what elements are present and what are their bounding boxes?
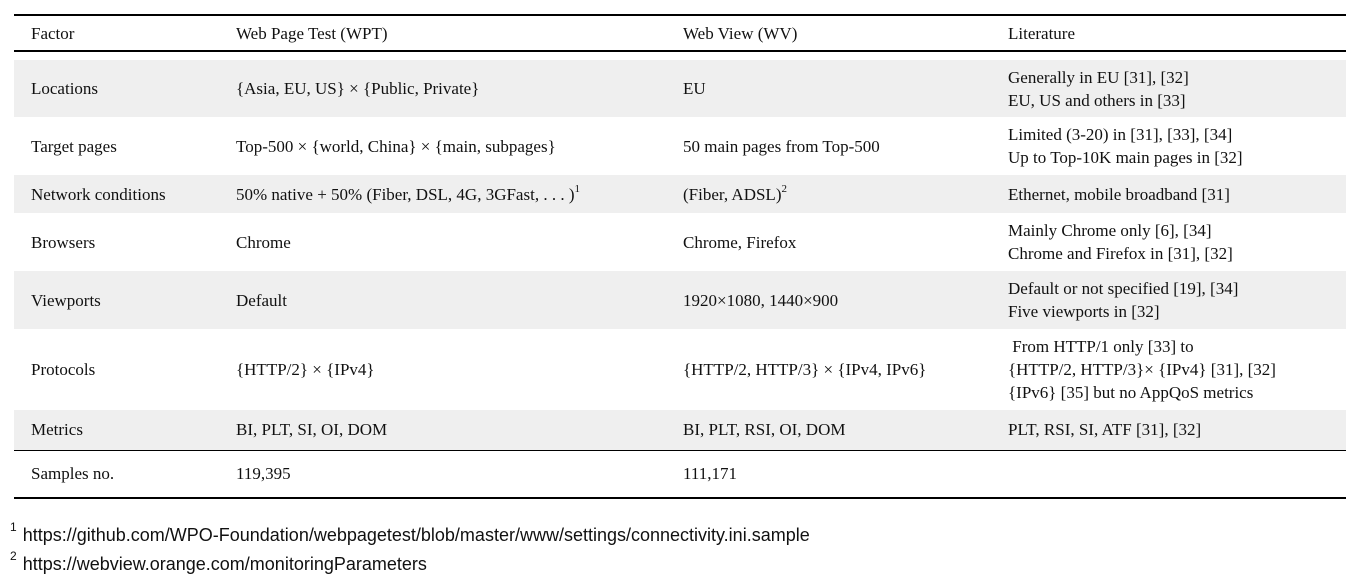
footnote: 1 https://github.com/WPO-Foundation/webpa… (10, 518, 810, 547)
cell-literature: From HTTP/1 only [33] to {HTTP/2, HTTP/3… (991, 329, 1346, 410)
table-row-network-conditions: Network conditions 50% native + 50% (Fib… (14, 175, 1346, 213)
comparison-table: Factor Web Page Test (WPT) Web View (WV)… (14, 14, 1346, 499)
cell-literature: Generally in EU [31], [32] EU, US and ot… (991, 60, 1346, 117)
table-row-protocols: Protocols {HTTP/2} × {IPv4} {HTTP/2, HTT… (14, 329, 1346, 410)
table-row-viewports: Viewports Default 1920×1080, 1440×900 De… (14, 271, 1346, 329)
cell-literature: Mainly Chrome only [6], [34] Chrome and … (991, 213, 1346, 271)
literature-line: Default or not specified [19], [34] (1008, 279, 1239, 298)
cell-wv: {HTTP/2, HTTP/3} × {IPv4, IPv6} (683, 360, 927, 379)
literature-line: {HTTP/2, HTTP/3}× {IPv4} [31], [32] (1008, 360, 1276, 379)
cell-literature: Default or not specified [19], [34] Five… (991, 271, 1346, 329)
cell-wv: 111,171 (666, 449, 991, 499)
literature-line: Up to Top-10K main pages in [32] (1008, 148, 1243, 167)
cell-wv: EU (666, 60, 991, 117)
header-wv: Web View (WV) (666, 14, 991, 52)
cell-wv-text: (Fiber, ADSL) (683, 184, 782, 204)
table-row-target-pages: Target pages Top-500 × {world, China} × … (14, 117, 1346, 175)
cell-wpt-text: 50% native + 50% (Fiber, DSL, 4G, 3GFast… (236, 184, 575, 204)
literature-line: Generally in EU [31], [32] (1008, 67, 1189, 87)
literature-line: From HTTP/1 only [33] to (1008, 337, 1194, 356)
literature-line: Ethernet, mobile broadband [31] (1008, 184, 1230, 204)
cell-wv: 1920×1080, 1440×900 (666, 271, 991, 329)
header-wpt: Web Page Test (WPT) (219, 14, 666, 52)
cell-wpt: Top-500 × {world, China} × {main, subpag… (236, 136, 556, 156)
literature-line: {IPv6} [35] but no AppQoS metrics (1008, 383, 1254, 402)
cell-wpt: 50% native + 50% (Fiber, DSL, 4G, 3GFast… (219, 175, 666, 213)
cell-factor: Locations (14, 60, 219, 117)
literature-line: Five viewports in [32] (1008, 302, 1160, 321)
cell-factor: Network conditions (14, 175, 219, 213)
literature-line: Limited (3-20) in [31], [33], [34] (1008, 125, 1233, 144)
table-row-samples: Samples no. 119,395 111,171 (14, 449, 1346, 499)
cell-literature: Limited (3-20) in [31], [33], [34] Up to… (991, 117, 1346, 175)
literature-line: Chrome and Firefox in [31], [32] (1008, 244, 1233, 263)
literature-line: Mainly Chrome only [6], [34] (1008, 221, 1212, 240)
footnote: 2 https://webview.orange.com/monitoringPa… (10, 547, 810, 576)
footnote-ref: 1 (574, 182, 580, 195)
table-row-metrics: Metrics BI, PLT, SI, OI, DOM BI, PLT, RS… (14, 410, 1346, 450)
cell-wpt: 119,395 (219, 449, 666, 499)
header-factor: Factor (14, 14, 219, 52)
cell-literature (991, 449, 1346, 499)
footnote-mark: 2 (10, 549, 17, 563)
cell-wv: BI, PLT, RSI, OI, DOM (666, 410, 991, 450)
cell-factor: Target pages (31, 136, 117, 156)
cell-wpt: Default (219, 271, 666, 329)
table-row-locations: Locations {Asia, EU, US} × {Public, Priv… (14, 60, 1346, 117)
cell-wv: 50 main pages from Top-500 (683, 136, 880, 156)
cell-factor: Metrics (14, 410, 219, 450)
cell-literature: PLT, RSI, SI, ATF [31], [32] (991, 410, 1346, 450)
cell-wpt: {Asia, EU, US} × {Public, Private} (219, 60, 666, 117)
header-literature: Literature (991, 14, 1346, 52)
cell-literature: Ethernet, mobile broadband [31] (991, 175, 1346, 213)
table-row-browsers: Browsers Chrome Chrome, Firefox Mainly C… (14, 213, 1346, 271)
footnote-ref: 2 (781, 182, 787, 195)
cell-wpt: Chrome (236, 232, 291, 252)
cell-wv: (Fiber, ADSL)2 (666, 175, 991, 213)
cell-factor: Protocols (31, 360, 96, 379)
cell-wpt: BI, PLT, SI, OI, DOM (219, 410, 666, 450)
literature-line: PLT, RSI, SI, ATF [31], [32] (1008, 420, 1202, 440)
footnote-mark: 1 (10, 520, 17, 534)
footnote-link[interactable]: https://webview.orange.com/monitoringPar… (22, 554, 427, 574)
literature-line: EU, US and others in [33] (1008, 90, 1186, 110)
cell-factor: Viewports (14, 271, 219, 329)
cell-wv: Chrome, Firefox (683, 232, 797, 252)
cell-factor: Browsers (31, 232, 96, 252)
cell-wpt: {HTTP/2} × {IPv4} (236, 360, 375, 379)
footnotes: 1 https://github.com/WPO-Foundation/webpa… (10, 518, 810, 576)
footnote-link[interactable]: https://github.com/WPO-Foundation/webpag… (22, 525, 810, 545)
cell-factor: Samples no. (14, 449, 219, 499)
header-row: Factor Web Page Test (WPT) Web View (WV)… (14, 14, 1346, 52)
